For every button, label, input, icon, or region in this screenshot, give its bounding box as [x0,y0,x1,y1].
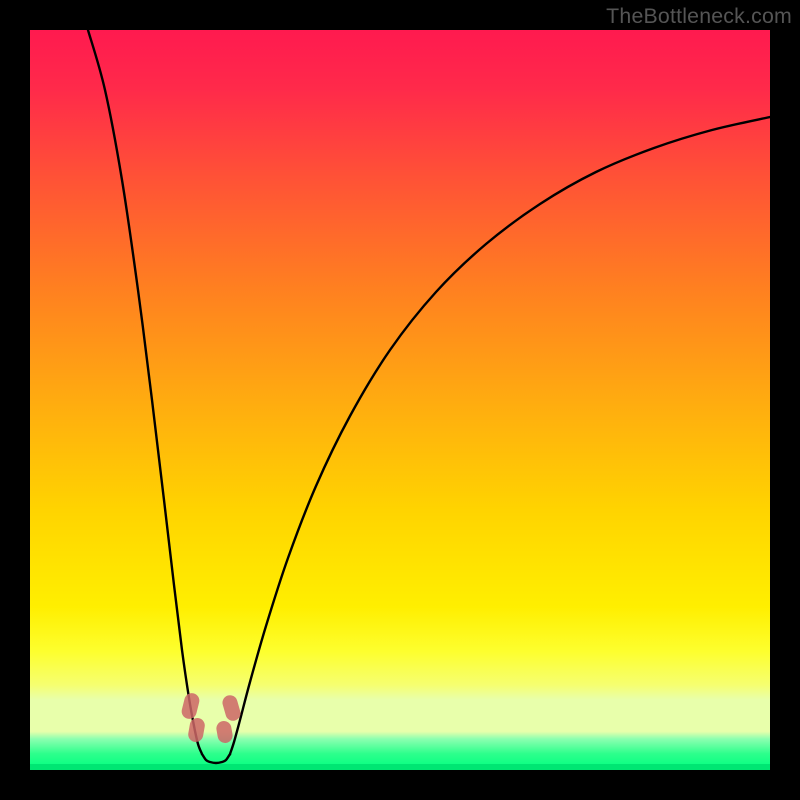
bottleneck-curve [88,30,770,763]
curve-layer [30,30,770,770]
chart-frame: TheBottleneck.com [0,0,800,800]
plot-area [30,30,770,770]
watermark-text: TheBottleneck.com [606,4,792,29]
